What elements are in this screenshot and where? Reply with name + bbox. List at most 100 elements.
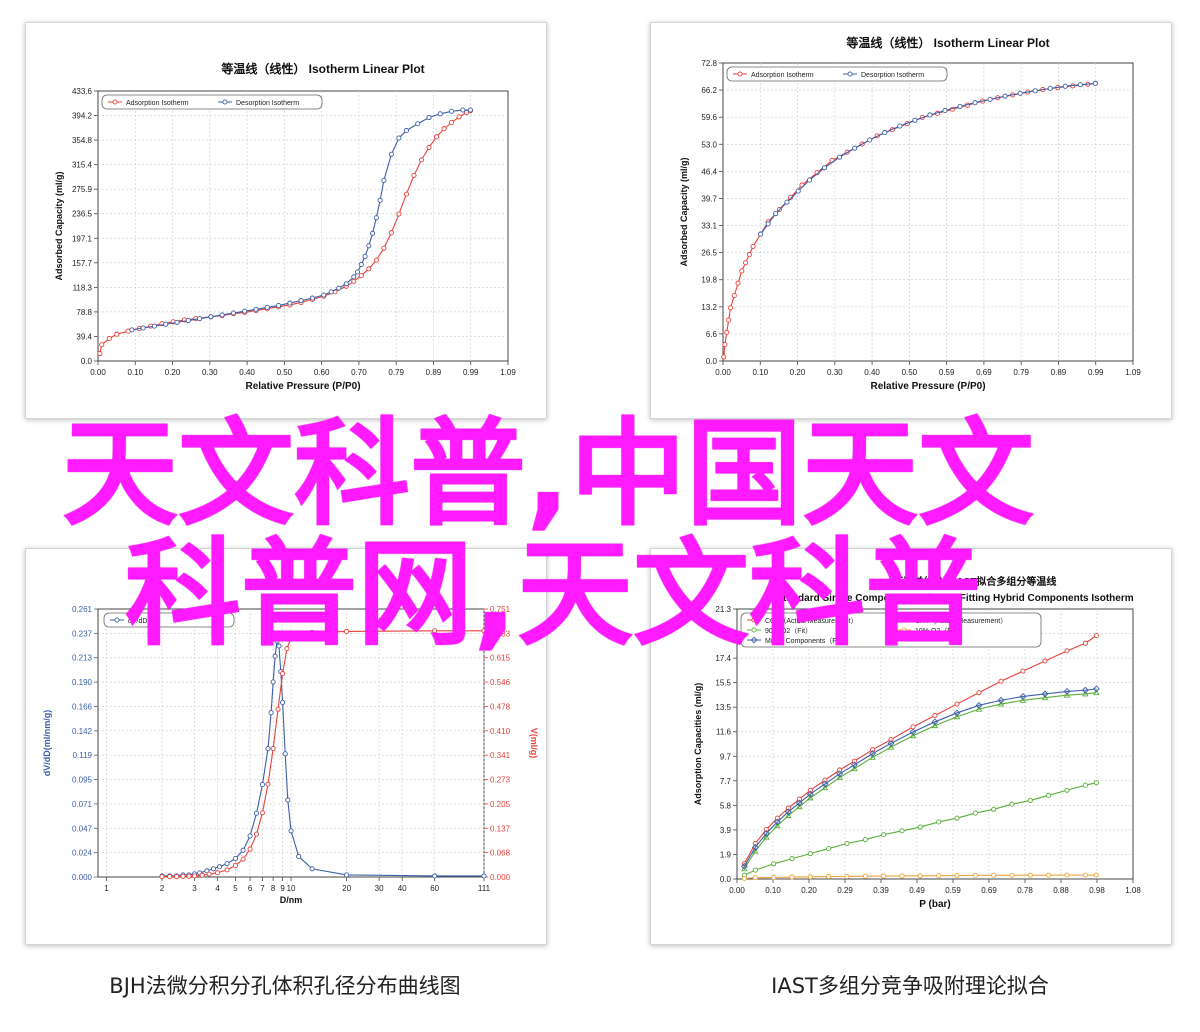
data-point [1093, 780, 1099, 786]
data-point [129, 327, 135, 333]
data-point [180, 873, 186, 879]
data-point [987, 96, 993, 102]
data-point [953, 713, 961, 720]
data-point [1042, 658, 1048, 664]
data-point [1093, 633, 1099, 639]
plot-area-3: 0.00 0.10 0.20 0.29 0.39 0.49 0.59 0.69 0.78 0.88… [693, 605, 1141, 910]
data-point [870, 747, 876, 753]
data-point [208, 314, 214, 320]
data-point [411, 172, 417, 178]
data-point [97, 350, 103, 357]
series-1 [159, 628, 487, 880]
chart-title: Standard Single Component and IAST Fitti… [776, 593, 1133, 604]
data-point [826, 846, 832, 852]
data-point [862, 873, 868, 879]
data-point [358, 261, 364, 268]
chart-title: 等温线（线性） Isotherm Linear Plot [845, 35, 1049, 50]
data-point [1093, 872, 1099, 878]
data-point [270, 745, 276, 752]
data-point [259, 782, 265, 788]
series-line [743, 635, 1097, 865]
data-point [1046, 792, 1052, 798]
data-point [785, 812, 792, 819]
data-point [415, 121, 421, 127]
x-axis-label: P (bar) [919, 899, 951, 910]
data-point [741, 875, 747, 881]
data-point [869, 753, 876, 760]
data-point [844, 840, 850, 847]
x-axis-label: Relative Pressure (P/P0) [245, 381, 360, 392]
data-point [882, 130, 888, 136]
data-point [852, 145, 858, 151]
y-tick-label: 0.261 [72, 605, 93, 614]
x-tick-label: 0.89 [426, 368, 442, 377]
data-point [785, 805, 791, 811]
x-tick-label: 0.59 [945, 886, 961, 895]
data-point [822, 165, 828, 171]
series-line [743, 692, 1097, 870]
x-tick-label: 1.09 [1125, 368, 1141, 377]
data-point [288, 828, 294, 834]
data-point [899, 873, 905, 879]
data-point [1064, 787, 1070, 793]
data-point [806, 790, 814, 798]
x-tick-label: 0.99 [1088, 368, 1104, 377]
data-point [998, 678, 1004, 684]
y2-tick-label: 0.273 [490, 776, 511, 785]
data-point [1082, 640, 1088, 646]
data-point [739, 268, 745, 274]
data-point [366, 266, 372, 272]
x-tick-label: 20 [342, 884, 351, 893]
data-point [975, 705, 983, 712]
data-point [140, 325, 146, 331]
data-point [381, 177, 387, 183]
x-tick-label: 3 [192, 884, 197, 893]
data-point [336, 285, 342, 291]
x-tick-label: 1 [104, 884, 109, 893]
data-point [373, 257, 379, 263]
x-tick-label: 0.70 [351, 368, 367, 377]
y-tick-label: 46.4 [701, 167, 717, 176]
data-point [240, 856, 246, 862]
data-point [1019, 693, 1027, 700]
y2-tick-label: 0.000 [490, 873, 511, 882]
data-point [758, 231, 764, 237]
y-tick-label: 0.071 [72, 800, 93, 809]
data-point [275, 706, 281, 712]
x-tick-label: 1.09 [500, 368, 516, 377]
data-point [735, 280, 741, 286]
data-point [268, 710, 274, 716]
chart-panel-top-left: 0.00 0.10 0.20 0.30 0.40 0.50 0.60 0.70 0.79 0.89… [25, 22, 547, 419]
data-point [99, 342, 105, 348]
data-point [1020, 668, 1026, 674]
data-point [174, 874, 180, 880]
data-point [851, 765, 858, 772]
data-point [752, 875, 758, 881]
data-point [265, 781, 271, 787]
data-point [807, 787, 813, 793]
y-tick-label: 0.024 [72, 849, 93, 858]
data-point [396, 211, 402, 217]
x-tick-label: 0.10 [765, 886, 781, 895]
data-point [344, 872, 350, 878]
x-tick-label: 40 [398, 884, 407, 893]
legend-box [103, 612, 235, 628]
data-point [1092, 80, 1098, 87]
data-point [1064, 872, 1070, 878]
y-tick-label: 19.3 [715, 630, 731, 639]
data-point [752, 867, 758, 873]
x-tick-label: 0.60 [314, 368, 330, 377]
data-point [151, 323, 157, 329]
plot-area-1: 0.00 0.10 0.20 0.30 0.40 0.50 0.59 0.69 0.79 0.89… [679, 59, 1141, 392]
data-point [909, 732, 917, 739]
series-0 [741, 633, 1099, 867]
data-point [206, 871, 212, 877]
y2-tick-label: 0.410 [490, 727, 511, 736]
legend-marker [112, 99, 118, 105]
legend: CO2（Actual Measurement） CH4（Actual Measur… [740, 612, 1042, 648]
data-point [285, 797, 291, 803]
data-point [344, 628, 350, 635]
x-tick-label: 0.39 [873, 886, 889, 895]
plot-frame [97, 90, 509, 362]
data-point [284, 646, 290, 652]
